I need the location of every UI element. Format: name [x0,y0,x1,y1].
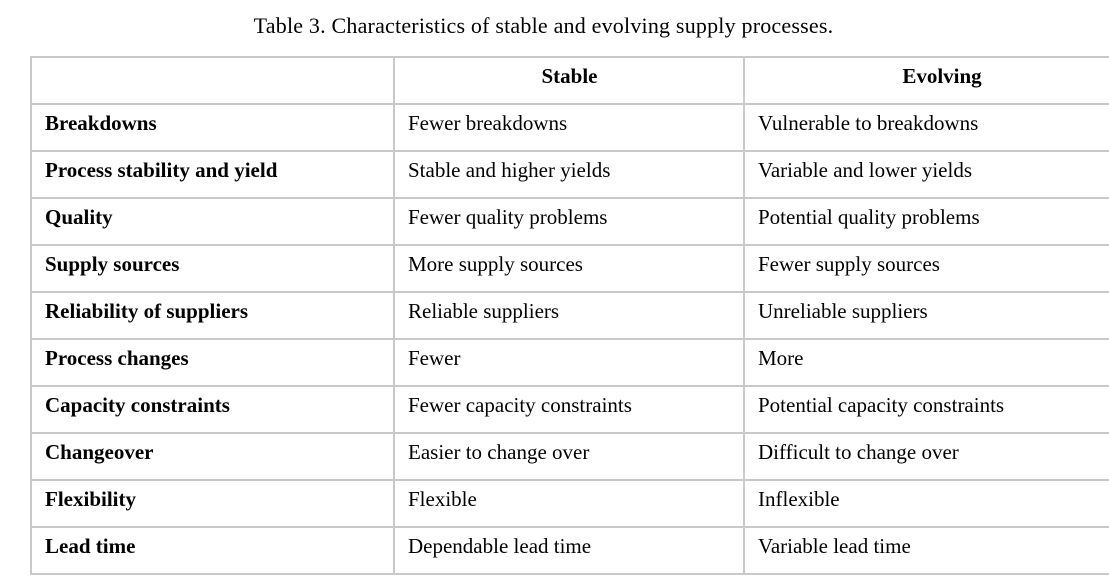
stable-cell: Dependable lead time [393,526,745,575]
table-row: Lead time Dependable lead time Variable … [30,526,1109,575]
row-label: Capacity constraints [30,385,395,434]
table-row: Process stability and yield Stable and h… [30,150,1109,199]
row-label: Breakdowns [30,103,395,152]
table-row: Reliability of suppliers Reliable suppli… [30,291,1109,340]
characteristics-table: Stable Evolving Breakdowns Fewer breakdo… [30,56,1109,575]
evolving-cell: More [743,338,1109,387]
evolving-cell: Variable and lower yields [743,150,1109,199]
header-row: Stable Evolving [30,56,1109,105]
evolving-cell: Difficult to change over [743,432,1109,481]
stable-cell: More supply sources [393,244,745,293]
table-header: Stable Evolving [30,56,1109,105]
row-label: Flexibility [30,479,395,528]
row-label: Lead time [30,526,395,575]
evolving-cell: Inflexible [743,479,1109,528]
stable-cell: Stable and higher yields [393,150,745,199]
stable-cell: Fewer capacity constraints [393,385,745,434]
header-cell-evolving: Evolving [743,56,1109,105]
table-row: Flexibility Flexible Inflexible [30,479,1109,528]
row-label: Supply sources [30,244,395,293]
table-body: Breakdowns Fewer breakdowns Vulnerable t… [30,103,1109,575]
table-row: Capacity constraints Fewer capacity cons… [30,385,1109,434]
table-row: Breakdowns Fewer breakdowns Vulnerable t… [30,103,1109,152]
table-row: Process changes Fewer More [30,338,1109,387]
evolving-cell: Fewer supply sources [743,244,1109,293]
table-row: Quality Fewer quality problems Potential… [30,197,1109,246]
row-label: Reliability of suppliers [30,291,395,340]
row-label: Process changes [30,338,395,387]
table-row: Supply sources More supply sources Fewer… [30,244,1109,293]
table-row: Changeover Easier to change over Difficu… [30,432,1109,481]
header-cell-stable: Stable [393,56,745,105]
header-cell-empty [30,56,395,105]
evolving-cell: Unreliable suppliers [743,291,1109,340]
stable-cell: Easier to change over [393,432,745,481]
evolving-cell: Potential capacity constraints [743,385,1109,434]
table-caption: Table 3. Characteristics of stable and e… [253,13,834,38]
evolving-cell: Vulnerable to breakdowns [743,103,1109,152]
stable-cell: Fewer [393,338,745,387]
evolving-cell: Potential quality problems [743,197,1109,246]
row-label: Process stability and yield [30,150,395,199]
stable-cell: Fewer quality problems [393,197,745,246]
stable-cell: Reliable suppliers [393,291,745,340]
stable-cell: Flexible [393,479,745,528]
evolving-cell: Variable lead time [743,526,1109,575]
row-label: Quality [30,197,395,246]
stable-cell: Fewer breakdowns [393,103,745,152]
row-label: Changeover [30,432,395,481]
